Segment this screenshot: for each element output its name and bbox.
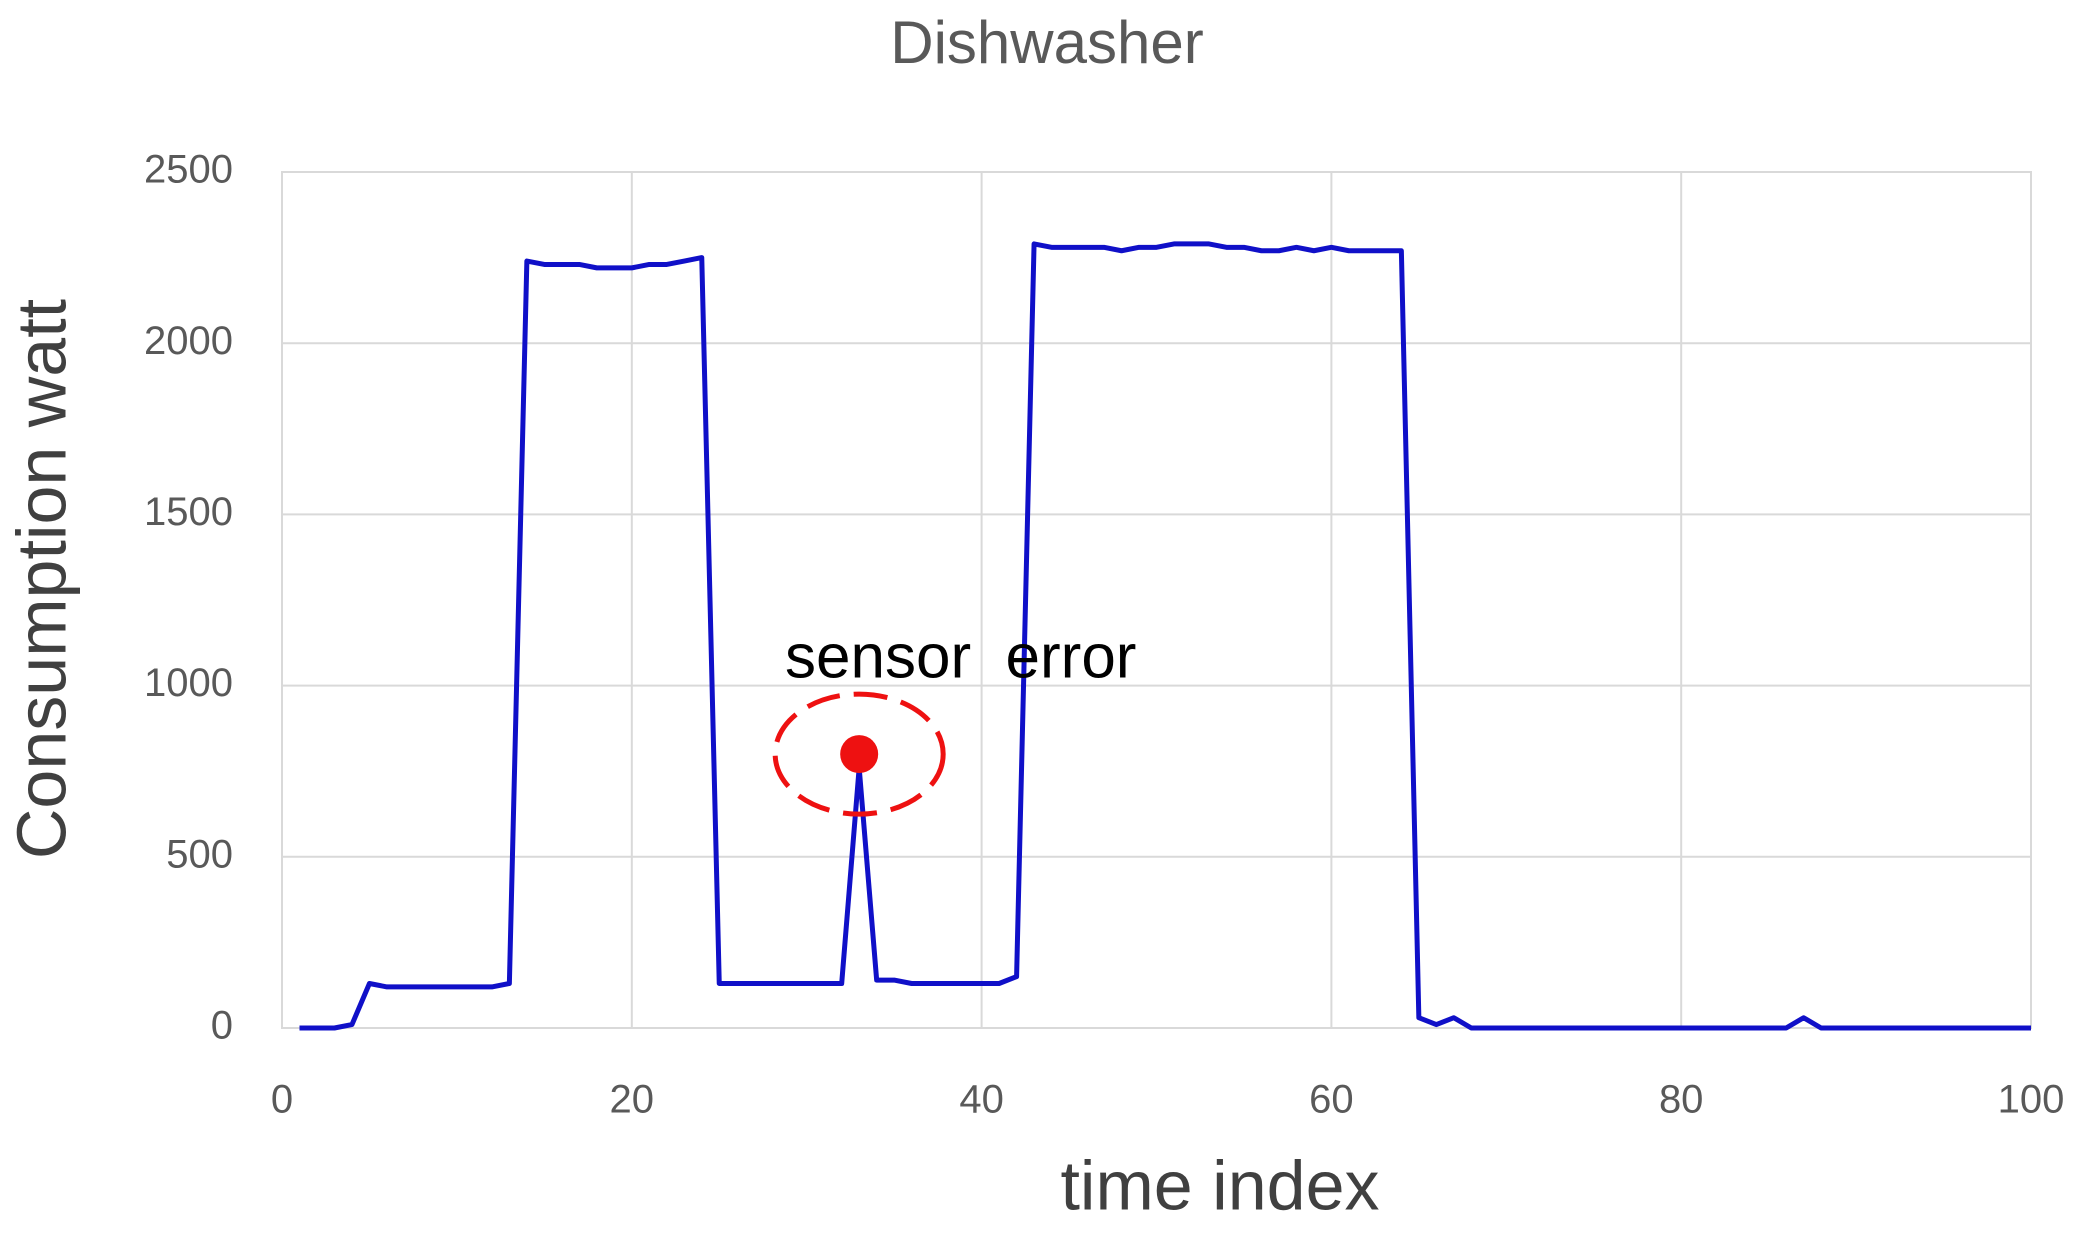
y-tick-label: 2500: [144, 148, 233, 192]
chart-title: Dishwasher: [890, 9, 1203, 76]
data-line: [299, 241, 2031, 1031]
y-tick-label: 1000: [144, 661, 233, 705]
annotation-text: sensor error: [785, 622, 1136, 691]
y-tick-label: 0: [211, 1004, 233, 1048]
y-tick-label: 500: [166, 832, 233, 876]
plot-border: [281, 171, 2032, 1029]
x-tick-label: 100: [1998, 1078, 2065, 1122]
x-axis-label: time index: [1060, 1146, 1379, 1224]
y-tick-label: 2000: [144, 319, 233, 363]
y-axis-label: Consumption watt: [2, 299, 80, 859]
x-tick-label: 40: [959, 1078, 1004, 1122]
x-tick-label: 60: [1309, 1078, 1354, 1122]
annotation-point: [840, 735, 879, 774]
x-tick-label: 80: [1659, 1078, 1704, 1122]
x-tick-label: 0: [271, 1078, 293, 1122]
y-tick-label: 1500: [144, 490, 233, 534]
x-tick-label: 20: [610, 1078, 655, 1122]
annotation-ring: [772, 691, 946, 817]
